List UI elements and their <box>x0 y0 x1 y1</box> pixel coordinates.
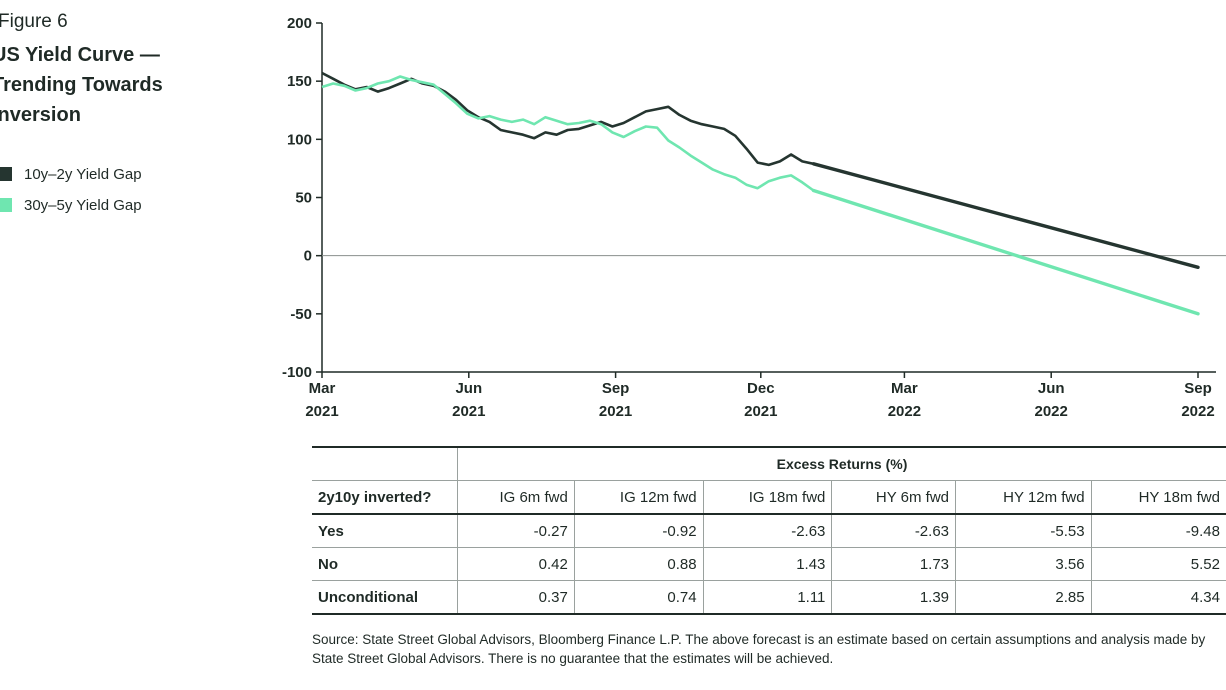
table-cell: 0.37 <box>457 580 575 615</box>
x-tick-label: Jun <box>455 380 482 397</box>
x-tick-label: Sep <box>1184 380 1212 397</box>
y-tick-label: -50 <box>290 306 312 323</box>
x-tick-label: 2021 <box>305 403 338 420</box>
table-row: No 0.42 0.88 1.43 1.73 3.56 5.52 <box>312 547 1226 581</box>
x-tick-label: 2021 <box>744 403 777 420</box>
chart-axes <box>316 22 1226 378</box>
series-lines <box>321 71 1200 316</box>
column-header: HY 12m fwd <box>955 480 1092 515</box>
y-tick-label: 50 <box>295 190 312 207</box>
column-header: IG 18m fwd <box>703 480 833 515</box>
table-cell: -0.92 <box>574 514 704 548</box>
table-cell: -0.27 <box>457 514 575 548</box>
legend: 10y–2y Yield Gap 30y–5y Yield Gap <box>0 164 142 226</box>
table-cell: 4.34 <box>1091 580 1226 615</box>
y-tick-label: 200 <box>287 15 312 32</box>
table-cell: 0.74 <box>574 580 704 615</box>
table-cell: -9.48 <box>1091 514 1226 548</box>
row-label: No <box>312 547 458 581</box>
x-tick-label: Dec <box>747 380 775 397</box>
row-label: Unconditional <box>312 580 458 615</box>
column-header: HY 6m fwd <box>831 480 957 515</box>
column-header: IG 12m fwd <box>574 480 704 515</box>
row-header-label: 2y10y inverted? <box>312 480 458 515</box>
x-tick-labels: Mar 2021 Jun 2021 Sep 2021 Dec 2021 Mar 2022 Jun 20… <box>305 380 1214 420</box>
x-tick-label: 2022 <box>1035 403 1068 420</box>
column-header: IG 6m fwd <box>457 480 575 515</box>
x-tick-label: Mar <box>309 380 336 397</box>
y-tick-label: 0 <box>304 248 312 265</box>
series-line-forecast-2 <box>811 188 1200 316</box>
excess-returns-table: Excess Returns (%) 2y10y inverted? IG 6m… <box>312 446 1226 615</box>
table-column-header-row: 2y10y inverted? IG 6m fwd IG 12m fwd IG … <box>312 480 1226 515</box>
x-tick-label: Sep <box>602 380 630 397</box>
table-group-header: Excess Returns (%) <box>457 446 1226 481</box>
column-header: HY 18m fwd <box>1091 480 1226 515</box>
table-row: Yes -0.27 -0.92 -2.63 -2.63 -5.53 -9.48 <box>312 514 1226 548</box>
table-cell: 1.73 <box>831 547 957 581</box>
table-cell: 1.11 <box>703 580 833 615</box>
table-cell: -5.53 <box>955 514 1092 548</box>
x-tick-label: 2021 <box>599 403 632 420</box>
y-tick-label: 150 <box>287 73 312 90</box>
table-cell: -2.63 <box>831 514 957 548</box>
y-tick-label: 100 <box>287 131 312 148</box>
legend-swatch-10y-2y <box>0 167 12 181</box>
figure-label: Figure 6 <box>0 11 68 32</box>
y-tick-labels: 200 150 100 50 0 -50 -100 <box>282 15 312 381</box>
x-tick-label: Mar <box>891 380 918 397</box>
source-note: Source: State Street Global Advisors, Bl… <box>312 632 1206 666</box>
legend-label-30y-5y: 30y–5y Yield Gap <box>24 196 142 214</box>
table-cell: 2.85 <box>955 580 1092 615</box>
chart-title: US Yield Curve — Trending Towards Invers… <box>0 44 163 126</box>
table-cell: 5.52 <box>1091 547 1226 581</box>
table-cell: 0.42 <box>457 547 575 581</box>
table-cell: 0.88 <box>574 547 704 581</box>
series-line-forecast-1 <box>811 162 1200 269</box>
x-tick-label: 2022 <box>888 403 921 420</box>
y-tick-label: -100 <box>282 364 312 381</box>
table-group-header-row: Excess Returns (%) <box>312 446 1226 481</box>
yield-gap-chart: 200 150 100 50 0 -50 -100 Mar 2021 Jun 2021 Sep 202… <box>282 15 1226 420</box>
x-tick-label: 2021 <box>452 403 485 420</box>
series-line-historical-2 <box>321 75 815 192</box>
series-line-historical-1 <box>321 71 814 167</box>
table-cell: 1.39 <box>831 580 957 615</box>
table-corner <box>312 446 458 481</box>
table-cell: 3.56 <box>955 547 1092 581</box>
table-cell: -2.63 <box>703 514 833 548</box>
x-tick-label: Jun <box>1038 380 1065 397</box>
legend-item-30y-5y: 30y–5y Yield Gap <box>0 195 142 215</box>
legend-item-10y-2y: 10y–2y Yield Gap <box>0 164 142 184</box>
table-cell: 1.43 <box>703 547 833 581</box>
legend-label-10y-2y: 10y–2y Yield Gap <box>24 165 142 183</box>
x-tick-label: 2022 <box>1181 403 1214 420</box>
legend-swatch-30y-5y <box>0 198 12 212</box>
table-row: Unconditional 0.37 0.74 1.11 1.39 2.85 4… <box>312 580 1226 615</box>
row-label: Yes <box>312 514 458 548</box>
